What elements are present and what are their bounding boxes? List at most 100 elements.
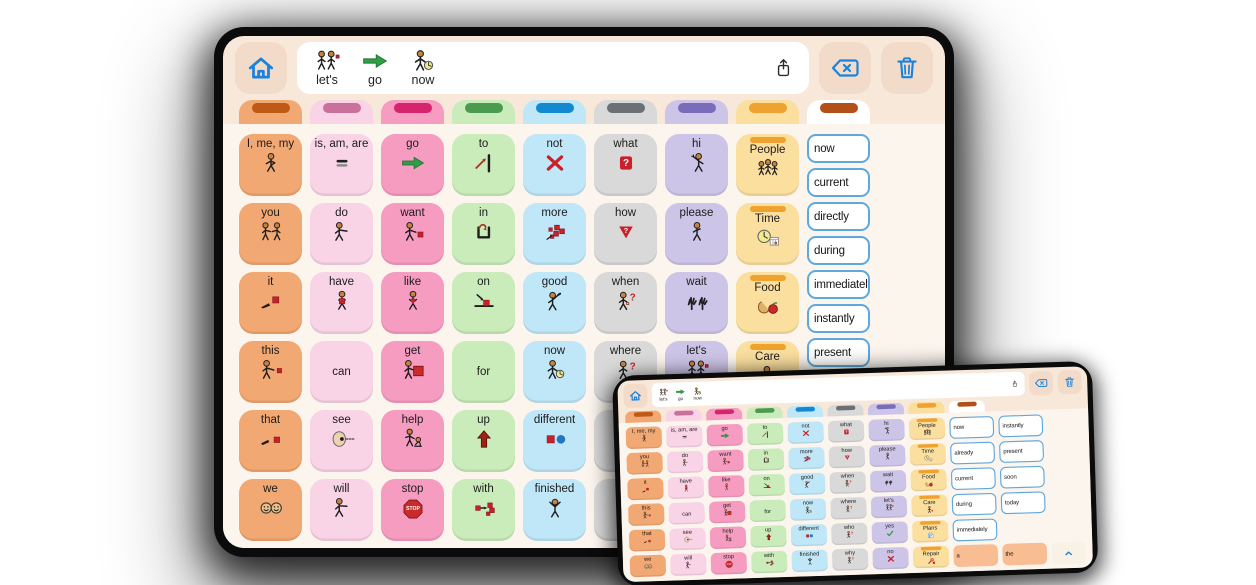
cell-like[interactable]: like <box>708 475 745 498</box>
column-tab[interactable] <box>523 100 586 124</box>
cell-up[interactable]: up <box>452 410 515 472</box>
home-button[interactable] <box>235 42 287 94</box>
cell-hi[interactable]: hi <box>665 134 728 196</box>
column-tab[interactable] <box>625 410 662 423</box>
trash-button[interactable] <box>1057 369 1082 395</box>
cell-how[interactable]: how? <box>594 203 657 265</box>
column-tab[interactable] <box>867 402 905 416</box>
cell-plans[interactable]: Plans <box>911 519 949 543</box>
column-tab[interactable] <box>908 401 945 415</box>
column-tab[interactable] <box>239 100 302 124</box>
column-tab[interactable] <box>736 100 799 124</box>
cell-why[interactable]: why? <box>831 548 869 571</box>
backspace-button[interactable] <box>819 42 871 94</box>
cell-help[interactable]: help <box>381 410 444 472</box>
cell-no[interactable]: no <box>872 546 909 570</box>
word-button-present[interactable]: present <box>998 439 1045 464</box>
sentence-word-go[interactable]: go <box>675 387 687 401</box>
sentence-word-now[interactable]: now <box>407 49 439 87</box>
cell-stop[interactable]: stop STOP <box>710 551 748 575</box>
cell-not[interactable]: not <box>787 421 824 445</box>
cell-more[interactable]: more <box>788 446 825 470</box>
word-button-already[interactable]: already <box>949 441 996 465</box>
cell-what[interactable]: what? <box>827 419 865 443</box>
cell-time[interactable]: Time <box>736 203 799 265</box>
cell-go[interactable]: go <box>706 423 744 447</box>
cell-will[interactable]: will <box>310 479 373 541</box>
word-button-immediately[interactable]: immediately <box>807 270 870 299</box>
cell-is-am-are[interactable]: is, am, are <box>310 134 373 196</box>
cell-people[interactable]: People <box>736 134 799 196</box>
word-button-the[interactable]: the <box>1002 542 1048 566</box>
cell-that[interactable]: that <box>239 410 302 472</box>
cell-hi[interactable]: hi <box>868 418 905 442</box>
cell-for[interactable]: for <box>749 499 786 523</box>
cell-when[interactable]: when? <box>829 471 867 495</box>
cell-can[interactable]: can <box>668 501 706 525</box>
cell-not[interactable]: not <box>523 134 586 196</box>
cell-when[interactable]: when? <box>594 272 657 334</box>
cell-it[interactable]: it <box>239 272 302 334</box>
cell-more[interactable]: more <box>523 203 586 265</box>
cell-for[interactable]: for <box>452 341 515 403</box>
cell-we[interactable]: we <box>239 479 302 541</box>
word-button-present[interactable]: present <box>807 338 870 367</box>
cell-time[interactable]: Time <box>909 443 947 466</box>
word-button-now[interactable]: now <box>949 415 995 439</box>
cell-people[interactable]: People <box>908 417 946 441</box>
cell-you[interactable]: you <box>239 203 302 265</box>
column-tab[interactable] <box>948 400 985 413</box>
trash-button[interactable] <box>881 42 933 94</box>
cell-yes[interactable]: yes <box>871 521 909 545</box>
cell-now[interactable]: now <box>523 341 586 403</box>
cell-please[interactable]: please <box>869 444 906 468</box>
cell-finished[interactable]: finished <box>523 479 586 541</box>
word-button-today[interactable]: today <box>1000 491 1046 515</box>
cell-see[interactable]: see <box>310 410 373 472</box>
sentence-bar[interactable]: let's go now <box>297 42 809 94</box>
cell-i-me-my[interactable]: I, me, my <box>625 426 663 450</box>
home-button[interactable] <box>623 383 648 409</box>
cell-do[interactable]: do <box>666 450 704 474</box>
cell-to[interactable]: to <box>746 422 784 446</box>
cell-up[interactable]: up <box>750 525 787 548</box>
cell-in[interactable]: in <box>452 203 515 265</box>
cell-please[interactable]: please <box>665 203 728 265</box>
sentence-word-now[interactable]: now <box>692 387 704 401</box>
cell-where[interactable]: where? <box>830 496 867 520</box>
word-button-during[interactable]: during <box>807 236 870 265</box>
cell-care[interactable]: Care <box>911 494 948 518</box>
cell-have[interactable]: have <box>310 272 373 334</box>
column-tab[interactable] <box>807 100 870 124</box>
word-button-current[interactable]: current <box>950 467 996 491</box>
cell-food[interactable]: Food <box>736 272 799 334</box>
cell-that[interactable]: that <box>628 528 666 552</box>
cell-to[interactable]: to <box>452 134 515 196</box>
cell-different[interactable]: different <box>523 410 586 472</box>
cell-let-s[interactable]: let's <box>870 495 908 519</box>
cell-on[interactable]: on <box>748 473 786 497</box>
collapse-button[interactable] <box>1051 541 1087 565</box>
share-button[interactable] <box>1011 379 1019 388</box>
cell-go[interactable]: go <box>381 134 444 196</box>
cell-good[interactable]: good <box>523 272 586 334</box>
column-tab[interactable] <box>665 100 728 124</box>
cell-wait[interactable]: wait <box>665 272 728 334</box>
word-button-during[interactable]: during <box>951 492 997 516</box>
column-tab[interactable] <box>452 100 515 124</box>
word-button-a[interactable]: a <box>953 544 999 568</box>
cell-stop[interactable]: stop STOP <box>381 479 444 541</box>
column-tab[interactable] <box>746 406 783 420</box>
cell-we[interactable]: we <box>629 554 667 578</box>
cell-can[interactable]: can <box>310 341 373 403</box>
cell-with[interactable]: with <box>750 550 788 574</box>
cell-now[interactable]: now <box>789 498 827 521</box>
cell-who[interactable]: who? <box>831 522 868 546</box>
cell-want[interactable]: want <box>707 449 744 473</box>
sentence-word-let-s[interactable]: let's <box>657 388 669 402</box>
cell-this[interactable]: this <box>628 503 665 527</box>
word-button-now[interactable]: now <box>807 134 870 163</box>
word-button-immediately[interactable]: immediately <box>952 518 998 542</box>
cell-like[interactable]: like <box>381 272 444 334</box>
cell-what[interactable]: what? <box>594 134 657 196</box>
